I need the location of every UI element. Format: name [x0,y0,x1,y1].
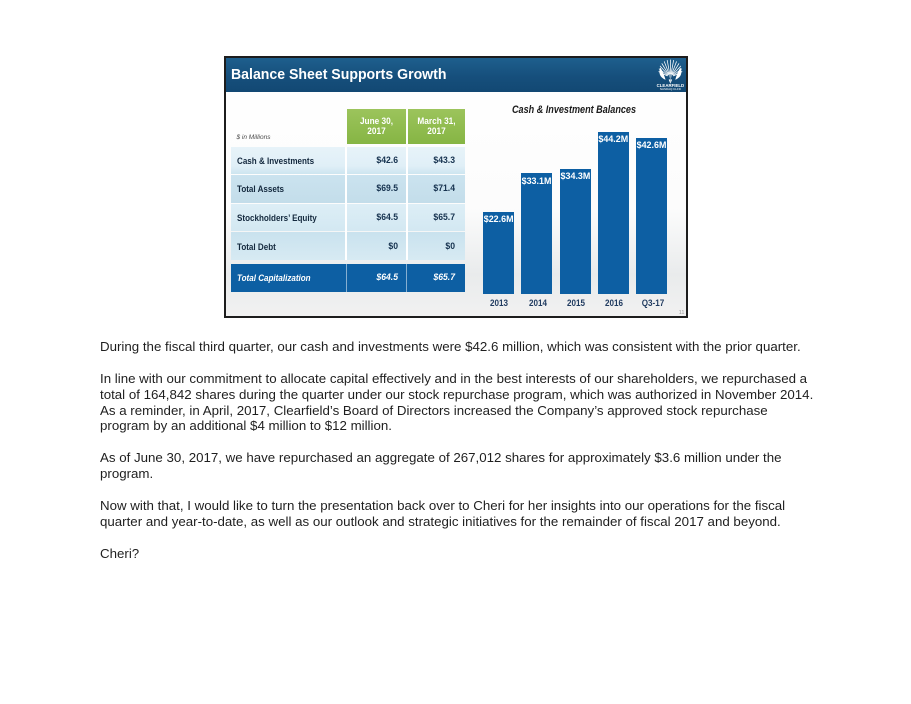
svg-text:CLEARFIELD: CLEARFIELD [656,82,684,87]
svg-text:NASDAQ:CLFD: NASDAQ:CLFD [659,88,680,91]
